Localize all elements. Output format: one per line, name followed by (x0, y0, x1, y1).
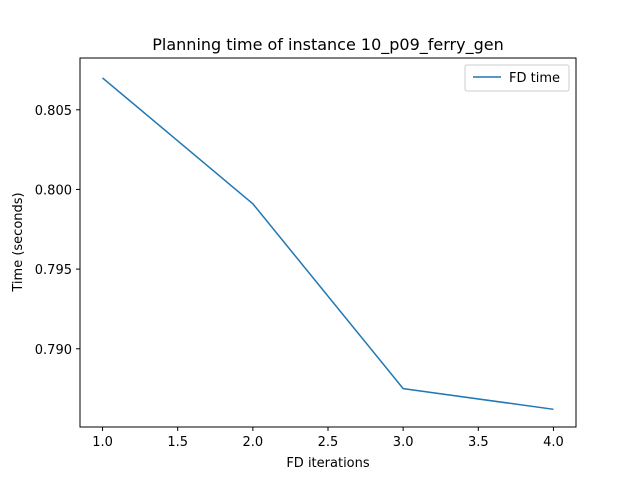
x-tick-label: 1.0 (92, 435, 113, 450)
x-tick-label: 2.5 (318, 435, 339, 450)
legend: FD time (464, 64, 570, 92)
x-tick-label: 3.5 (468, 435, 489, 450)
series-layer (102, 77, 554, 411)
x-tick-label: 1.5 (167, 435, 188, 450)
y-tick-label: 0.805 (35, 104, 72, 119)
y-axis-label: Time (seconds) (11, 192, 26, 292)
ticks: 1.0 1.5 2.0 2.5 3.0 3.5 4.0 0.790 0.795 0.800 0.80… (35, 104, 564, 450)
y-tick-label: 0.800 (35, 183, 72, 198)
y-tick-label: 0.795 (35, 263, 72, 278)
legend-label-fd-time: FD time (509, 71, 560, 86)
y-tick-label: 0.790 (35, 343, 72, 358)
x-axis-label: FD iterations (286, 456, 370, 471)
legend-box (464, 64, 570, 92)
axes-frame (79, 57, 577, 428)
x-tick-label: 2.0 (243, 435, 264, 450)
x-tick-label: 3.0 (393, 435, 414, 450)
chart-title: Planning time of instance 10_p09_ferry_g… (152, 35, 503, 55)
x-tick-label: 4.0 (543, 435, 564, 450)
series-line-0 (102, 77, 554, 411)
